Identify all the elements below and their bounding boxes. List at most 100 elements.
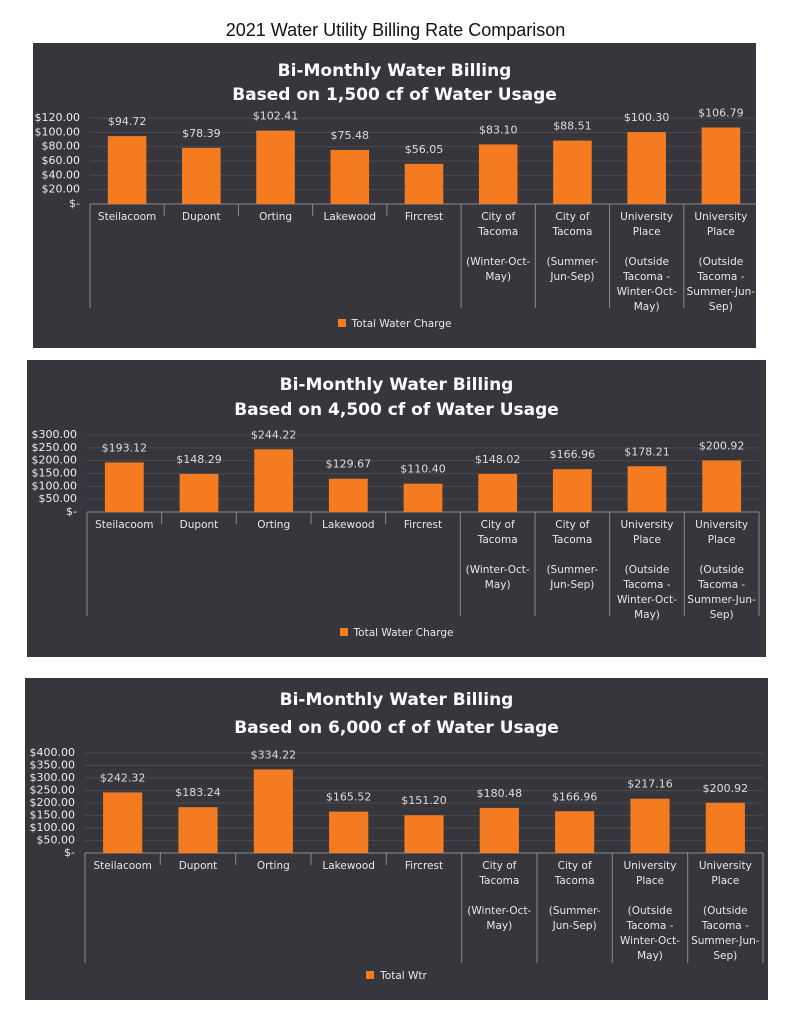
- x-tick-label: Fircrest: [403, 519, 443, 531]
- x-tick-label: City of Tacoma (Summer-Jun-Sep): [546, 211, 599, 283]
- chart: Bi-Monthly Water Billing Based on 6,000 c…: [30, 690, 764, 963]
- x-tick-label: Steilacoom: [93, 860, 152, 872]
- bar: [253, 769, 293, 853]
- data-label: $100.30: [624, 111, 670, 124]
- bar: [478, 144, 518, 204]
- bar: [553, 140, 592, 204]
- bar: [103, 792, 143, 853]
- bar: [178, 807, 218, 853]
- y-tick-label: $20.00: [42, 183, 81, 196]
- x-tick-label: Orting: [257, 519, 291, 531]
- data-label: $106.79: [698, 106, 744, 119]
- bar: [328, 478, 368, 512]
- x-tick-label: City of Tacoma (Winter-Oct-May): [466, 211, 531, 283]
- x-tick-label: City of Tacoma (Winter-Oct-May): [465, 519, 530, 591]
- bar: [104, 462, 144, 512]
- x-tick-label: Dupont: [182, 211, 221, 223]
- bar: [329, 811, 369, 853]
- x-tick-label: Dupont: [179, 519, 219, 531]
- y-tick-label: $250.00: [32, 441, 78, 454]
- x-tick-label: University Place (Outside Tacoma - Winte…: [616, 211, 677, 313]
- y-tick-label: $100.00: [30, 821, 76, 834]
- bar: [555, 811, 595, 853]
- y-tick-label: $40.00: [42, 168, 81, 181]
- data-label: $165.52: [326, 791, 372, 804]
- data-label: $94.72: [108, 115, 147, 128]
- y-tick-label: $150.00: [30, 809, 76, 822]
- bar: [403, 483, 443, 512]
- x-tick-label: Fircrest: [404, 860, 444, 872]
- y-tick-label: $350.00: [30, 759, 76, 772]
- legend-swatch: [366, 971, 375, 979]
- bar: [702, 460, 742, 512]
- chart: Bi-Monthly Water Billing Based on 1,500 c…: [35, 61, 756, 308]
- data-label: $56.05: [405, 143, 444, 156]
- data-label: $183.24: [175, 786, 221, 799]
- y-tick-label: $-: [66, 505, 77, 518]
- y-tick-label: $250.00: [30, 784, 76, 797]
- x-tick-label: University Place (Outside Tacoma - Summe…: [686, 211, 756, 313]
- data-label: $193.12: [102, 441, 148, 454]
- legend-swatch: [339, 628, 348, 636]
- y-tick-label: $200.00: [32, 454, 78, 467]
- x-tick-label: Steilacoom: [95, 519, 154, 531]
- x-tick-label: Dupont: [178, 860, 218, 872]
- y-tick-label: $150.00: [32, 467, 78, 480]
- legend: Total Water Charge: [27, 627, 766, 639]
- chart-title: Bi-Monthly Water Billing: [278, 61, 512, 81]
- y-tick-label: $200.00: [30, 796, 76, 809]
- chart-subtitle: Based on 1,500 cf of Water Usage: [232, 85, 557, 105]
- chart-title: Bi-Monthly Water Billing: [280, 375, 514, 395]
- data-label: $129.67: [326, 458, 372, 471]
- data-label: $200.92: [703, 782, 749, 795]
- data-label: $110.40: [400, 463, 446, 476]
- data-label: $88.51: [553, 120, 592, 133]
- chart-subtitle: Based on 6,000 cf of Water Usage: [234, 718, 559, 738]
- chart-subtitle: Based on 4,500 cf of Water Usage: [234, 400, 559, 420]
- x-tick-label: Lakewood: [323, 211, 377, 223]
- y-tick-label: $100.00: [32, 479, 78, 492]
- data-label: $148.02: [475, 453, 521, 466]
- data-label: $200.92: [699, 439, 745, 452]
- data-label: $83.10: [479, 123, 518, 136]
- data-label: $242.32: [100, 771, 146, 784]
- legend: Total Wtr: [25, 970, 768, 982]
- bar: [330, 149, 370, 204]
- bar: [630, 798, 670, 853]
- x-tick-label: City of Tacoma (Winter-Oct-May): [467, 860, 532, 932]
- x-tick-label: Lakewood: [322, 860, 375, 872]
- y-tick-label: $80.00: [42, 140, 81, 153]
- chart-panel: Bi-Monthly Water Billing Based on 6,000 c…: [25, 678, 768, 1000]
- y-tick-label: $300.00: [30, 771, 76, 784]
- bar: [182, 147, 221, 204]
- bar: [256, 130, 295, 204]
- data-label: $75.48: [331, 129, 370, 142]
- chart-panel: Bi-Monthly Water Billing Based on 1,500 c…: [33, 43, 756, 348]
- legend-label: Total Water Charge: [351, 318, 452, 330]
- data-label: $217.16: [627, 778, 673, 791]
- data-label: $180.48: [477, 787, 523, 800]
- x-tick-label: Orting: [256, 860, 290, 872]
- bar: [404, 163, 444, 204]
- bar: [552, 469, 592, 512]
- legend: Total Water Charge: [33, 318, 756, 330]
- data-label: $78.39: [182, 127, 221, 140]
- y-tick-label: $50.00: [39, 492, 78, 505]
- y-tick-label: $100.00: [35, 125, 81, 138]
- y-tick-label: $120.00: [35, 111, 81, 124]
- y-tick-label: $-: [64, 846, 75, 859]
- x-tick-label: University Place (Outside Tacoma - Summe…: [691, 860, 760, 962]
- bar: [705, 802, 745, 853]
- x-tick-label: Lakewood: [322, 519, 375, 531]
- x-tick-label: University Place (Outside Tacoma - Summe…: [687, 519, 756, 621]
- data-label: $166.96: [552, 790, 598, 803]
- bar: [701, 127, 741, 204]
- y-tick-label: $300.00: [32, 428, 78, 441]
- bar: [478, 474, 518, 512]
- y-tick-label: $400.00: [30, 746, 76, 759]
- x-tick-label: University Place (Outside Tacoma - Winte…: [620, 860, 680, 962]
- legend-label: Total Water Charge: [353, 627, 454, 639]
- page-title: 2021 Water Utility Billing Rate Comparis…: [225, 20, 566, 40]
- data-label: $148.29: [176, 453, 222, 466]
